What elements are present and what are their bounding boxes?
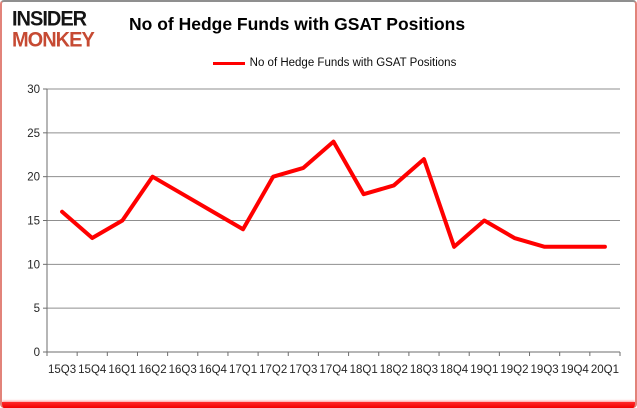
x-axis-tick-label: 15Q3 [48, 364, 76, 376]
logo-insider-text: INSIDER [12, 7, 87, 31]
y-axis-tick-label: 0 [34, 347, 40, 359]
x-axis-tick-label: 19Q4 [561, 364, 590, 376]
chart-legend: No of Hedge Funds with GSAT Positions [47, 55, 622, 71]
x-axis-tick-label: 17Q4 [319, 364, 348, 376]
x-axis-tick-label: 15Q4 [78, 364, 107, 376]
x-axis-tick-label: 17Q1 [229, 364, 257, 376]
y-axis-tick-label: 15 [27, 216, 40, 228]
legend-line-swatch [212, 61, 245, 65]
insider-monkey-logo: INSIDER MONKEY [12, 7, 95, 52]
x-axis-tick-label: 16Q4 [199, 364, 228, 376]
x-axis-tick-label: 19Q2 [500, 364, 528, 376]
chart-title: No of Hedge Funds with GSAT Positions [129, 14, 466, 34]
logo-monkey-text: MONKEY [12, 28, 95, 52]
x-axis-tick-label: 19Q1 [470, 364, 498, 376]
x-axis-tick-label: 20Q1 [591, 364, 619, 376]
x-axis-tick-label: 17Q3 [289, 364, 317, 376]
x-axis-tick-label: 18Q2 [380, 364, 408, 376]
x-axis-tick-label: 16Q2 [138, 364, 166, 376]
red-bottom-border [2, 402, 635, 408]
x-axis-tick-label: 16Q3 [169, 364, 197, 376]
x-axis-tick-label: 18Q4 [440, 364, 469, 376]
x-axis-tick-label: 19Q3 [531, 364, 559, 376]
series-line [60, 139, 607, 249]
x-axis-tick-label: 18Q1 [350, 364, 378, 376]
y-axis-tick-label: 20 [27, 172, 40, 184]
x-axis-tick-label: 17Q2 [259, 364, 287, 376]
y-axis-tick-label: 30 [27, 84, 40, 96]
y-axis-tick-label: 10 [27, 259, 40, 271]
y-axis-tick-label: 5 [34, 303, 40, 315]
legend-label: No of Hedge Funds with GSAT Positions [249, 57, 457, 69]
y-axis-tick-label: 25 [27, 128, 40, 140]
x-axis-tick-label: 18Q3 [410, 364, 438, 376]
line-chart: 0 5 10 15 20 25 30 15Q3 15Q4 16Q1 16Q2 16Q3 16Q4 17Q1… [27, 84, 621, 376]
x-axis-tick-label: 16Q1 [108, 364, 136, 376]
